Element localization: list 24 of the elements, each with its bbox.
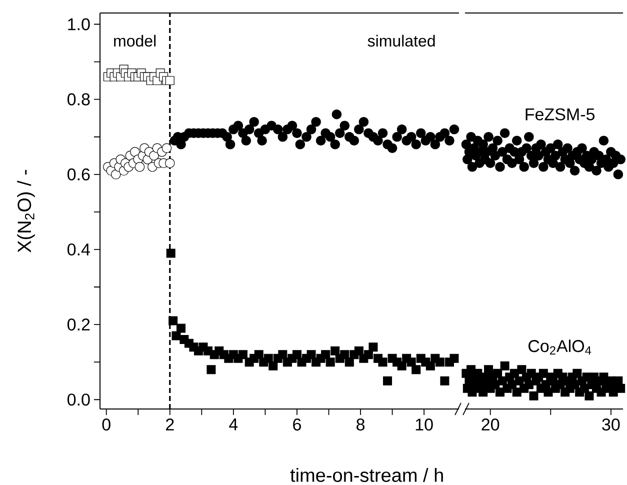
point [164, 158, 175, 168]
y-tick-label: 0.0 [67, 394, 90, 406]
series-label: Co$_{2}$AlO$_{4}$ [528, 340, 592, 355]
x-axis-title: time-on-stream / h [290, 468, 443, 482]
annotation: model [114, 34, 156, 47]
x-tick-label: 2 [166, 418, 174, 430]
point [134, 162, 145, 172]
y-tick-label: 0.4 [67, 243, 90, 256]
y-tick-label: 0.2 [67, 318, 90, 331]
point [165, 76, 174, 86]
y-tick-label: 0.6 [67, 168, 90, 180]
y-tick-label: 0.8 [67, 93, 90, 106]
y-tick-label: 1.0 [68, 18, 90, 30]
x-tick-label: 8 [356, 418, 365, 431]
y-axis-title: X(N$_{2}$O) / - [17, 170, 35, 253]
x-tick-label: 6 [293, 418, 301, 431]
x-tick-label: 4 [229, 418, 238, 430]
point [162, 143, 172, 154]
x-tick-label: 20 [482, 418, 500, 431]
x-tick-label: 0 [102, 418, 110, 431]
series-label: FeZSM-5 [526, 108, 595, 120]
x-tick-label: 30 [602, 418, 620, 431]
x-tick-label: 10 [416, 418, 433, 431]
annotation: simulated [368, 34, 435, 47]
